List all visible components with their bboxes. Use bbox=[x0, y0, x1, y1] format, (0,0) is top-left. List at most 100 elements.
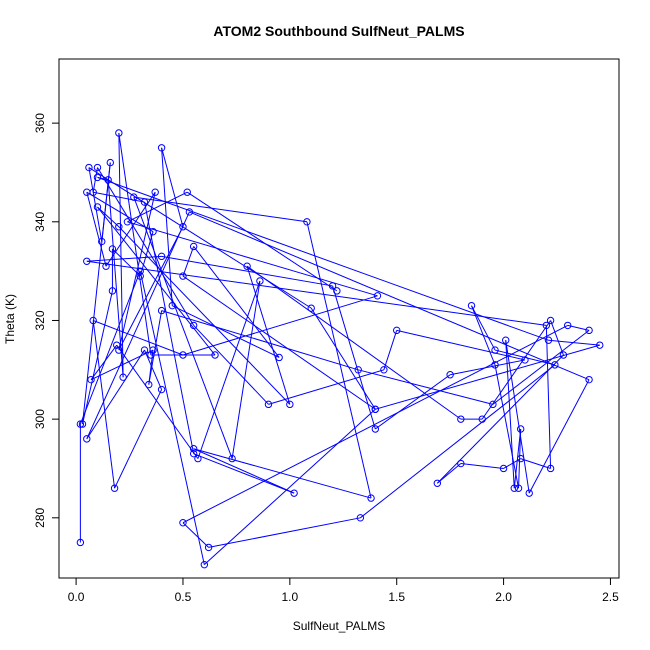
data-point bbox=[521, 356, 529, 364]
data-point bbox=[179, 519, 187, 527]
series-line-segment bbox=[450, 359, 526, 376]
data-point bbox=[514, 484, 523, 492]
data-point bbox=[85, 163, 93, 172]
data-point bbox=[354, 366, 362, 374]
data-point bbox=[157, 385, 166, 394]
series-line-segment bbox=[161, 310, 359, 371]
data-point bbox=[110, 484, 119, 492]
y-tick-label: 280 bbox=[33, 507, 47, 527]
data-point bbox=[307, 304, 315, 312]
series-line-segment bbox=[86, 260, 547, 326]
series-line-segment bbox=[161, 147, 184, 227]
data-point bbox=[551, 361, 559, 369]
data-point bbox=[157, 306, 166, 315]
data-point bbox=[371, 425, 380, 433]
series-line-segment bbox=[268, 369, 385, 405]
data-point bbox=[98, 237, 106, 246]
data-point bbox=[356, 514, 365, 522]
data-point bbox=[585, 375, 593, 384]
series-line-segment bbox=[97, 176, 109, 181]
data-point bbox=[585, 326, 593, 335]
series-line-segment bbox=[114, 389, 163, 489]
data-point bbox=[491, 346, 499, 354]
data-point bbox=[147, 351, 155, 359]
x-tick-label: 1.5 bbox=[388, 590, 405, 604]
series-line-segment bbox=[107, 179, 124, 378]
series-line-segment bbox=[193, 448, 372, 499]
data-point bbox=[433, 479, 442, 487]
series-line-segment bbox=[97, 176, 549, 341]
series-line-segment bbox=[118, 226, 184, 351]
y-axis-label: Theta (K) bbox=[3, 294, 17, 344]
series-line-segment bbox=[246, 266, 291, 405]
series-points bbox=[76, 129, 604, 569]
series-line-segment bbox=[133, 196, 233, 459]
series-line-segment bbox=[208, 517, 361, 548]
series-line-segment bbox=[518, 428, 522, 489]
data-point bbox=[76, 538, 85, 547]
series-line-segment bbox=[186, 191, 338, 292]
data-point bbox=[333, 287, 341, 295]
data-point bbox=[542, 321, 551, 330]
data-point bbox=[87, 375, 95, 384]
series-line-segment bbox=[82, 162, 111, 425]
series-line-segment bbox=[182, 324, 568, 524]
series-line-segment bbox=[360, 364, 556, 519]
series-line-segment bbox=[93, 320, 184, 356]
series-line-segment bbox=[548, 339, 600, 346]
data-point bbox=[489, 400, 497, 409]
data-point bbox=[286, 400, 294, 409]
data-point bbox=[478, 415, 486, 423]
data-point bbox=[491, 361, 499, 369]
data-point bbox=[185, 208, 194, 216]
data-point bbox=[140, 346, 149, 354]
data-point bbox=[113, 341, 121, 349]
data-point bbox=[328, 282, 337, 290]
data-point bbox=[157, 252, 166, 261]
data-point bbox=[393, 326, 401, 335]
data-point bbox=[106, 158, 114, 167]
data-point bbox=[290, 489, 298, 497]
x-axis: 0.0 0.5 1.0 1.5 2.0 2.5 bbox=[68, 577, 619, 604]
data-point bbox=[179, 351, 187, 359]
data-point bbox=[149, 346, 157, 354]
data-point bbox=[78, 420, 87, 428]
data-point bbox=[457, 459, 465, 468]
series-line-segment bbox=[93, 191, 145, 203]
data-point bbox=[546, 316, 555, 325]
series-line-segment bbox=[127, 191, 188, 223]
series-line-segment bbox=[383, 330, 398, 370]
data-point bbox=[380, 366, 388, 374]
data-point bbox=[596, 341, 604, 349]
data-point bbox=[140, 198, 149, 206]
data-point bbox=[189, 321, 198, 330]
series-line-segment bbox=[86, 349, 145, 440]
series-line-segment bbox=[172, 305, 280, 358]
data-point bbox=[211, 351, 219, 359]
data-point bbox=[145, 380, 153, 389]
data-point bbox=[115, 129, 123, 137]
x-tick-label: 2.5 bbox=[602, 590, 619, 604]
series-line-segment bbox=[193, 453, 295, 494]
data-point bbox=[136, 272, 144, 280]
data-point bbox=[525, 489, 533, 497]
series-line-segment bbox=[90, 349, 154, 381]
series-line-segment bbox=[332, 285, 376, 430]
data-point bbox=[83, 435, 91, 443]
series-line-segment bbox=[494, 349, 555, 366]
data-point bbox=[108, 245, 117, 253]
data-point bbox=[256, 277, 264, 285]
data-point bbox=[93, 163, 102, 172]
series-line-segment bbox=[505, 340, 530, 494]
series-line-segment bbox=[97, 206, 216, 356]
data-point bbox=[189, 445, 198, 453]
data-point bbox=[83, 257, 91, 265]
data-point bbox=[89, 316, 97, 325]
data-point bbox=[200, 560, 209, 569]
series-line-segment bbox=[118, 132, 124, 378]
series-line-segment bbox=[97, 167, 195, 326]
data-point bbox=[108, 287, 117, 295]
data-point bbox=[373, 292, 382, 300]
series-line-segment bbox=[550, 320, 564, 356]
data-point bbox=[510, 484, 518, 492]
